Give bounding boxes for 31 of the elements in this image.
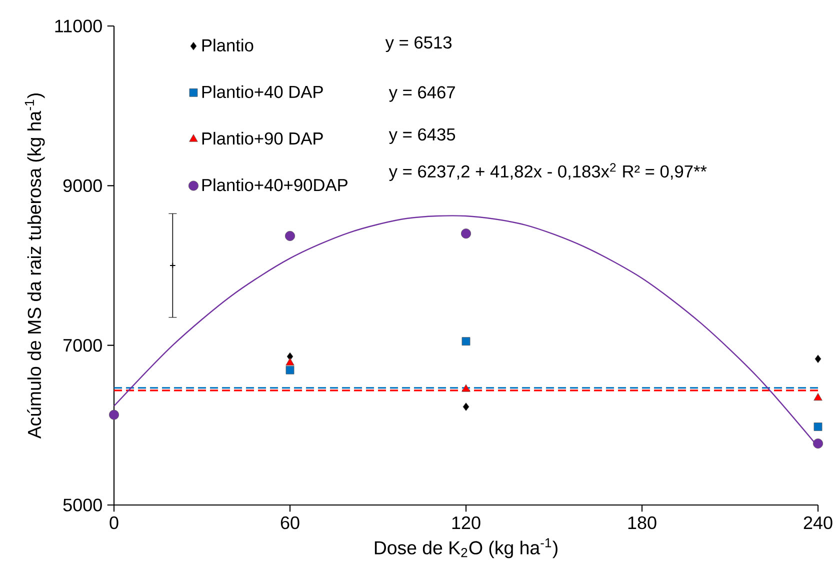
- y-tick-label: 7000: [64, 338, 102, 352]
- y-axis-title: Acúmulo de MS da raiz tuberosa (kg ha$^{-1}$): [24, 93, 45, 439]
- point: [462, 337, 470, 346]
- x-tick-label: 120: [452, 516, 480, 530]
- point: [814, 354, 822, 364]
- x-tick-label: 0: [110, 516, 118, 530]
- annotation: y = 6467: [388, 86, 455, 102]
- point: [462, 402, 470, 412]
- legend-label: Plantio: [202, 38, 254, 52]
- x-tick-label: 60: [280, 516, 300, 530]
- x-tick-label: 180: [628, 516, 656, 530]
- x-axis-title: Dose de K$_{2}$O (kg ha$^{-1}$): [374, 538, 558, 558]
- point: [285, 230, 296, 241]
- legend-label: Plantio+40+90DAP: [202, 178, 348, 192]
- point: [286, 358, 294, 366]
- point: [461, 228, 472, 239]
- legend-label: Plantio+90 DAP: [202, 132, 323, 145]
- y-tick-label: 11000: [55, 20, 102, 32]
- y-tick-label: 9000: [63, 179, 102, 192]
- point: [286, 366, 294, 374]
- point: [813, 438, 824, 449]
- point: [814, 422, 822, 431]
- point: [462, 384, 470, 392]
- x-tick-label: 240: [804, 516, 832, 530]
- legend-label: Plantio+40 DAP: [202, 85, 323, 98]
- point: [109, 410, 119, 420]
- annotation: y = 6237,2 + 41,82x - 0,183x$^{2}$ R² = 0,97**: [388, 163, 707, 182]
- annotation: y = 6435: [388, 128, 456, 144]
- point: [814, 393, 822, 401]
- y-tick-label: 5000: [63, 498, 102, 512]
- annotation: y = 6513: [385, 36, 452, 52]
